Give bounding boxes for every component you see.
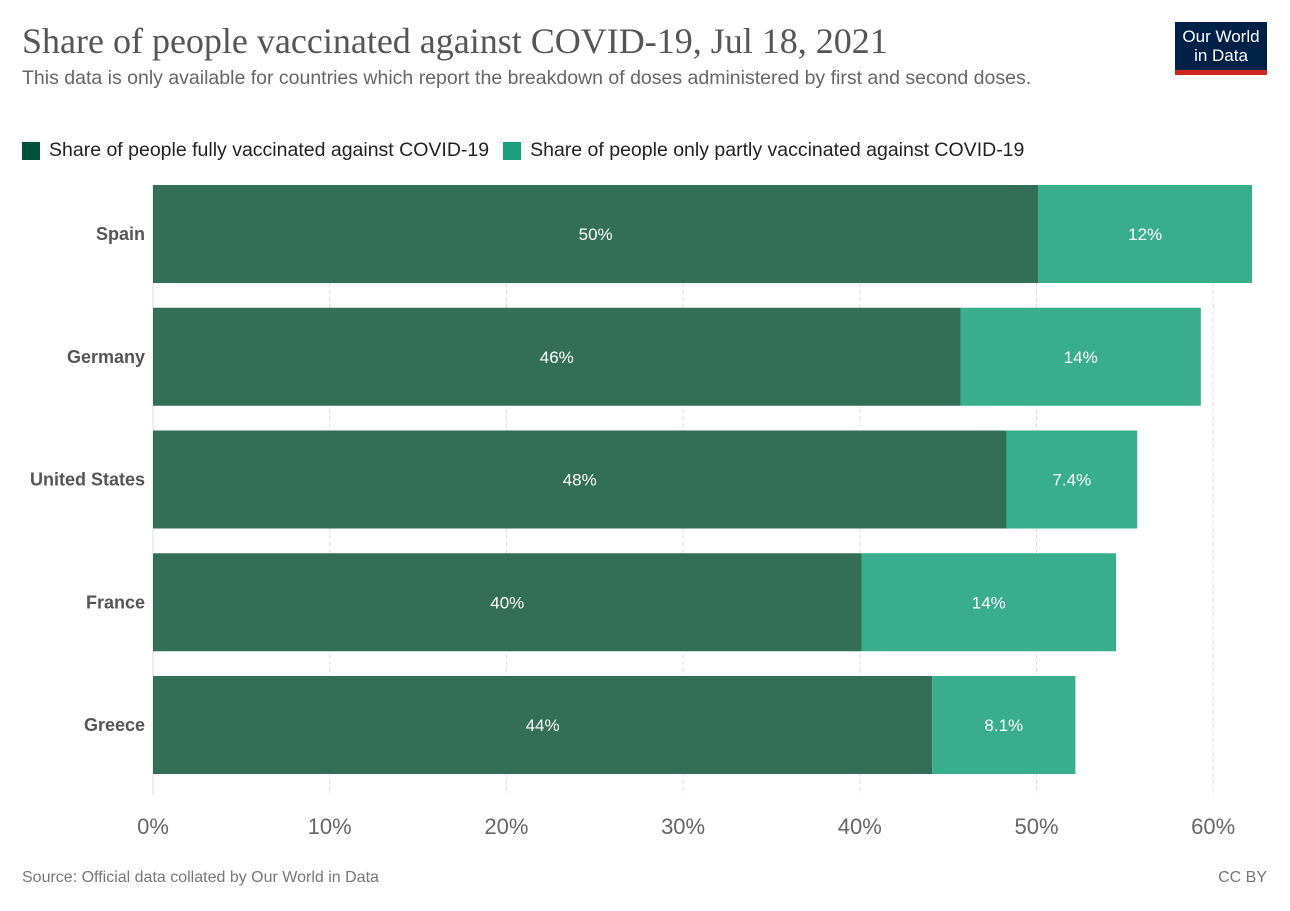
category-label: United States bbox=[30, 470, 145, 490]
data-label: 48% bbox=[563, 471, 597, 490]
data-label: 46% bbox=[540, 348, 574, 367]
category-label: Germany bbox=[67, 347, 145, 367]
x-tick-label: 0% bbox=[137, 814, 169, 839]
bar-partial bbox=[960, 307, 1201, 406]
chart-title: Share of people vaccinated against COVID… bbox=[22, 21, 888, 61]
legend: Share of people fully vaccinated against… bbox=[22, 139, 1038, 162]
legend-swatch-full bbox=[22, 141, 40, 160]
data-label: 14% bbox=[1064, 348, 1098, 367]
chart-subtitle: This data is only available for countrie… bbox=[22, 67, 1032, 89]
data-label: 44% bbox=[526, 716, 560, 735]
x-tick-label: 10% bbox=[308, 814, 352, 839]
bar-full bbox=[153, 553, 862, 652]
source-note[interactable]: Source: Official data collated by Our Wo… bbox=[22, 869, 379, 886]
bar-partial bbox=[1038, 185, 1253, 283]
bar-full bbox=[153, 185, 1039, 283]
bar-partial bbox=[1006, 430, 1138, 529]
x-tick-label: 30% bbox=[661, 814, 705, 839]
category-label: Greece bbox=[84, 715, 145, 735]
bar-partial bbox=[932, 676, 1076, 774]
owid-logo[interactable]: Our World in Data bbox=[1175, 22, 1267, 75]
x-tick-label: 50% bbox=[1014, 814, 1058, 839]
legend-label-partial: Share of people only partly vaccinated a… bbox=[530, 139, 1025, 161]
bar-full bbox=[153, 430, 1007, 529]
data-label: 8.1% bbox=[984, 716, 1023, 735]
legend-item-partial[interactable]: Share of people only partly vaccinated a… bbox=[503, 139, 1024, 162]
data-label: 7.4% bbox=[1052, 471, 1091, 490]
data-label: 12% bbox=[1128, 225, 1162, 244]
legend-swatch-partial bbox=[503, 141, 522, 160]
x-tick-label: 20% bbox=[484, 814, 528, 839]
data-label: 14% bbox=[972, 593, 1006, 612]
category-label: Spain bbox=[96, 224, 145, 244]
bar-full bbox=[153, 307, 961, 406]
license[interactable]: CC BY bbox=[1218, 869, 1267, 886]
bar-full bbox=[153, 676, 933, 774]
x-tick-label: 40% bbox=[838, 814, 882, 839]
data-label: 50% bbox=[579, 225, 613, 244]
category-label: France bbox=[86, 592, 145, 612]
logo-line1: Our World bbox=[1182, 27, 1260, 46]
bar-partial bbox=[861, 553, 1117, 652]
data-label: 40% bbox=[490, 593, 524, 612]
legend-label-full: Share of people fully vaccinated against… bbox=[49, 139, 490, 161]
legend-item-full[interactable]: Share of people fully vaccinated against… bbox=[22, 139, 489, 162]
logo-line2: in Data bbox=[1194, 46, 1248, 65]
x-tick-label: 60% bbox=[1191, 814, 1235, 839]
